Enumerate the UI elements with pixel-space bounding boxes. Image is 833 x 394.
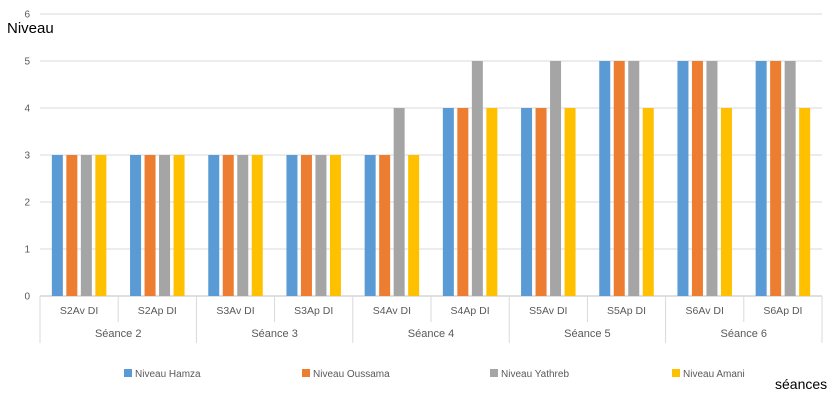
y-axis-label: Niveau [7,20,54,37]
bar [80,155,92,296]
bar [251,155,263,296]
legend-swatch [490,369,498,377]
bar [784,61,796,296]
bar [237,155,249,296]
bar [550,61,562,296]
x-tick-label: S4Av DI [373,305,411,317]
bar [144,155,156,296]
x-group-label: Séance 6 [721,328,767,340]
x-tick-label: S2Av DI [60,305,98,317]
x-group-label: Séance 4 [408,328,454,340]
bar [393,108,405,296]
bar [691,61,703,296]
bar [471,61,483,296]
legend-swatch [124,369,132,377]
x-tick-label: S2Ap DI [138,305,177,317]
bar [706,61,718,296]
legend-swatch [302,369,310,377]
legend-label: Niveau Oussama [313,369,390,380]
bar [755,61,767,296]
bar [642,108,654,296]
bar [770,61,782,296]
bar [222,155,234,296]
gridlines [40,13,822,297]
bars [51,61,811,296]
y-tick-label: 2 [24,198,30,209]
bar [720,108,732,296]
y-tick-label: 4 [24,104,30,115]
bar [677,61,689,296]
x-group-label: Séance 3 [251,328,297,340]
bar [408,155,420,296]
x-axis: S2Av DI S2Ap DI S3Av DI S3Ap DI S4Av DI S4Ap … [39,296,823,343]
bar [628,61,640,296]
bar [329,155,341,296]
x-tick-label: S5Ap DI [607,305,646,317]
y-tick-label: 3 [24,151,30,162]
bar [208,155,220,296]
y-tick-label: 6 [24,10,30,21]
bar [130,155,142,296]
bar [286,155,298,296]
bar [315,155,327,296]
bar [300,155,312,296]
x-tick-label: S3Ap DI [294,305,333,317]
legend-label: Niveau Amani [683,369,745,380]
bar [173,155,185,296]
bar [95,155,107,296]
legend-swatch [672,369,680,377]
x-tick-label: S5Av DI [529,305,567,317]
bar [486,108,498,296]
bar [364,155,376,296]
x-tick-label: S3Av DI [216,305,254,317]
bar [564,108,576,296]
x-axis-label: séances [775,376,827,392]
bar [521,108,533,296]
x-tick-label: S6Av DI [686,305,724,317]
bar [379,155,391,296]
bar [159,155,171,296]
legend: Niveau Hamza Niveau Oussama Niveau Yathreb… [124,369,745,380]
legend-label: Niveau Yathreb [501,369,569,380]
y-axis-ticks: 0 1 2 3 4 5 6 [24,10,30,303]
bar [799,108,811,296]
bar [535,108,547,296]
bar [613,61,625,296]
x-group-label: Séance 2 [95,328,141,340]
bar [599,61,611,296]
x-group-label: Séance 5 [564,328,610,340]
y-tick-label: 0 [24,292,30,303]
bar [442,108,454,296]
x-tick-label: S6Ap DI [763,305,802,317]
bar [457,108,469,296]
legend-label: Niveau Hamza [135,369,201,380]
y-tick-label: 5 [24,57,30,68]
y-tick-label: 1 [24,245,30,256]
x-tick-label: S4Ap DI [451,305,490,317]
bar [51,155,63,296]
bar [66,155,78,296]
